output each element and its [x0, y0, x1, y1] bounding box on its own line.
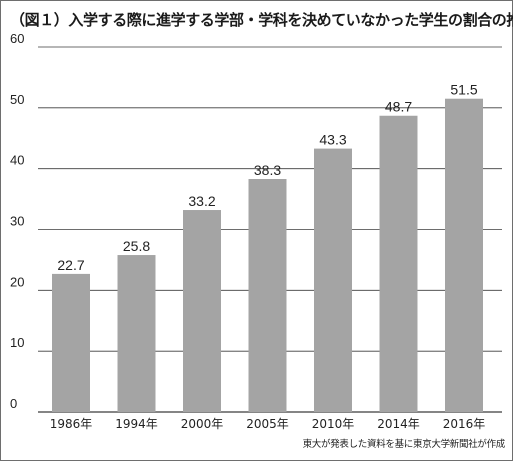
- x-tick-label: 1986年: [50, 417, 93, 431]
- y-tick-label: 20: [10, 274, 24, 289]
- data-label: 25.8: [123, 238, 150, 254]
- data-label: 22.7: [57, 257, 84, 273]
- bar: [314, 148, 352, 412]
- bar: [445, 98, 483, 412]
- data-label: 48.7: [385, 99, 412, 115]
- data-label: 38.3: [254, 162, 281, 178]
- x-tick-label: 1994年: [115, 417, 158, 431]
- bar: [183, 210, 221, 412]
- x-tick-label: 2014年: [377, 417, 420, 431]
- x-tick-label: 2016年: [443, 417, 486, 431]
- x-tick-label: 2005年: [246, 417, 289, 431]
- x-tick-label: 2000年: [181, 417, 224, 431]
- bar: [117, 255, 156, 412]
- y-tick-label: 10: [10, 335, 24, 350]
- chart-title: （図１）入学する際に進学する学部・学科を決めていなかった学生の割合の推移: [10, 11, 513, 29]
- source-note: 東大が発表した資料を基に東京大学新聞社が作成: [302, 439, 506, 450]
- y-tick-label: 60: [10, 31, 24, 46]
- y-tick-label: 0: [10, 396, 17, 411]
- x-tick-label: 2010年: [312, 417, 355, 431]
- bar: [379, 115, 418, 412]
- bar: [52, 273, 90, 412]
- data-label: 43.3: [319, 132, 346, 148]
- y-tick-label: 30: [10, 214, 24, 229]
- data-label: 33.2: [188, 193, 215, 209]
- y-tick-label: 40: [10, 153, 24, 168]
- data-label: 51.5: [450, 82, 477, 98]
- y-tick-label: 50: [10, 92, 24, 107]
- bar: [248, 179, 287, 412]
